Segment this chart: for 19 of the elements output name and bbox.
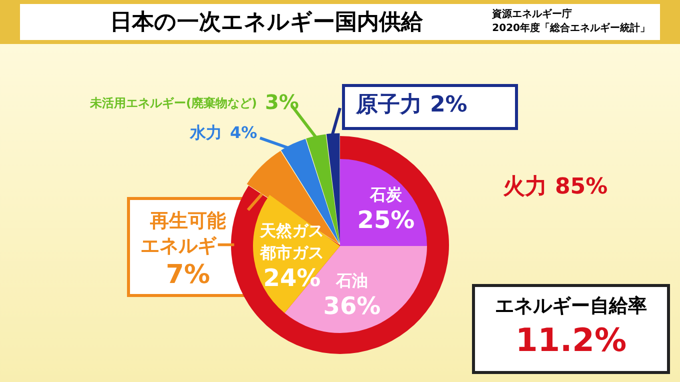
data-label: 7% — [166, 260, 210, 290]
slice-label: 石炭 — [369, 185, 403, 204]
text: エネルギー自給率 — [494, 294, 648, 319]
slice-label: 天然ガス都市ガス — [259, 221, 324, 262]
data-label: 36% — [323, 292, 381, 320]
slice-label: 石油 — [335, 271, 368, 290]
slice-label: 火力 — [503, 174, 547, 200]
text: 11.2% — [514, 321, 628, 359]
slice-label: 原子力 — [355, 92, 422, 118]
text: 資源エネルギー庁 — [492, 8, 574, 22]
text: 2020年度「総合エネルギー統計」 — [492, 22, 650, 36]
data-label: 85% — [555, 174, 608, 200]
slice-label: 水力 — [189, 123, 222, 142]
data-label: 2% — [430, 92, 468, 118]
slice-label: 未活用エネルギー(廃棄物など) — [89, 96, 257, 110]
chart-title: 日本の一次エネルギー国内供給 — [110, 9, 423, 37]
data-label: 3% — [264, 90, 299, 114]
data-label: 25% — [357, 206, 415, 234]
data-label: 4% — [230, 123, 258, 142]
